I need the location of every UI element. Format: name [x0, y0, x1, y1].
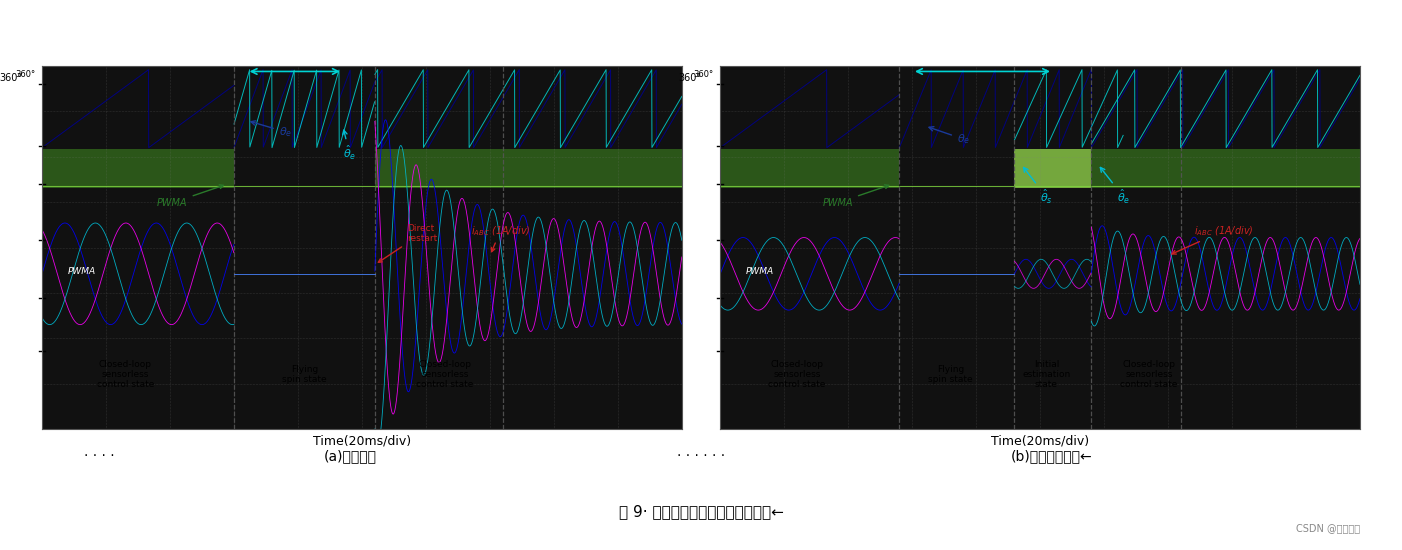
Bar [1091, 150, 1360, 188]
Text: $\theta_e$: $\theta_e$ [930, 126, 970, 146]
Bar [1015, 150, 1091, 188]
Text: Flying
spin state: Flying spin state [282, 365, 327, 384]
Bar [721, 150, 899, 188]
Text: PWMA: PWMA [823, 185, 889, 208]
Text: CSDN @极术社区: CSDN @极术社区 [1295, 524, 1360, 534]
Text: $\hat{\theta}_s$: $\hat{\theta}_s$ [1023, 167, 1053, 206]
Text: $i_{ABC}$ (1A/div): $i_{ABC}$ (1A/div) [1172, 224, 1253, 254]
X-axis label: Time(20ms/div): Time(20ms/div) [313, 434, 411, 448]
Text: PWMA: PWMA [746, 267, 774, 276]
Text: Direct
restart: Direct restart [379, 224, 437, 262]
Text: PWMA: PWMA [67, 267, 95, 276]
Text: $\hat{\theta}_e$: $\hat{\theta}_e$ [342, 130, 356, 162]
Text: 360°: 360° [0, 73, 22, 83]
Text: $i_{ABC}$ (1A/div): $i_{ABC}$ (1A/div) [471, 224, 530, 252]
Text: PWMA: PWMA [157, 185, 223, 208]
Text: 360°: 360° [15, 70, 35, 79]
Text: Closed-loop
sensorless
control state: Closed-loop sensorless control state [97, 360, 154, 389]
X-axis label: Time(20ms/div): Time(20ms/div) [991, 434, 1089, 448]
Text: (b)使用重投策略←: (b)使用重投策略← [1011, 449, 1092, 464]
Text: 图 9· 有无重投策略的带速重投对比←: 图 9· 有无重投策略的带速重投对比← [618, 504, 784, 519]
Text: Flying
spin state: Flying spin state [928, 365, 973, 384]
Text: Closed-loop
sensorless
control state: Closed-loop sensorless control state [416, 360, 474, 389]
Bar [374, 150, 681, 188]
Text: (a)直接重投: (a)直接重投 [324, 449, 377, 464]
Text: $\hat{\theta}_e$: $\hat{\theta}_e$ [1101, 167, 1130, 206]
Text: Closed-loop
sensorless
control state: Closed-loop sensorless control state [768, 360, 826, 389]
Text: 360°: 360° [694, 70, 714, 79]
Text: $\theta_e$: $\theta_e$ [251, 121, 292, 139]
Text: Initial
estimation
state: Initial estimation state [1022, 360, 1071, 389]
Text: Closed-loop
sensorless
control state: Closed-loop sensorless control state [1120, 360, 1178, 389]
Bar [42, 150, 234, 188]
Text: · · · ·: · · · · [84, 449, 115, 464]
Text: 360°: 360° [679, 73, 701, 83]
Text: · · · · · ·: · · · · · · [677, 449, 725, 464]
